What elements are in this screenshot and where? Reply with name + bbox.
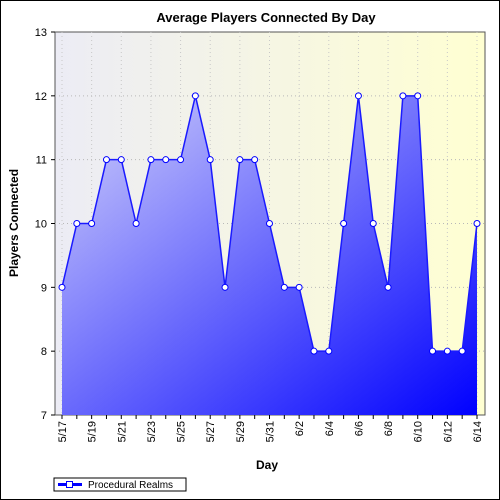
data-point-5-27 — [206, 156, 214, 164]
x-tick-label: 6/12 — [442, 421, 454, 442]
data-point-6-1 — [280, 283, 288, 291]
data-point-6-14 — [473, 220, 481, 227]
x-tick-label: 6/14 — [472, 421, 484, 442]
y-tick-label: 7 — [41, 410, 47, 422]
y-axis-ticks: 7 8 9 10 11 12 13 — [35, 27, 55, 422]
x-axis-ticks: 5/17 5/19 5/21 5/23 5/25 5/27 5/29 5/31 6/2 6/4 6/… — [57, 415, 484, 442]
data-point-5-22 — [132, 220, 140, 227]
data-point-6-5 — [340, 220, 348, 227]
x-tick-label: 5/27 — [205, 421, 217, 442]
data-point-6-12 — [443, 347, 451, 355]
x-tick-label: 6/10 — [413, 421, 425, 442]
data-point-6-2 — [295, 283, 303, 291]
data-point-6-9 — [399, 92, 407, 100]
x-tick-label: 6/8 — [383, 421, 395, 436]
legend-marker-swatch — [66, 481, 73, 488]
x-tick-label: 5/23 — [146, 421, 158, 442]
data-point-6-10 — [414, 92, 422, 100]
y-tick-label: 11 — [36, 155, 47, 167]
y-tick-label: 10 — [35, 219, 47, 231]
data-point-6-4 — [325, 347, 333, 355]
data-point-6-13 — [458, 347, 466, 355]
data-point-6-3 — [310, 347, 318, 355]
x-tick-label: 5/17 — [57, 421, 69, 442]
legend-box — [53, 477, 187, 492]
data-point-5-26 — [191, 92, 199, 100]
data-point-5-23 — [147, 156, 155, 164]
data-point-5-17 — [58, 283, 66, 291]
y-tick-label: 13 — [35, 27, 47, 39]
data-point-5-21 — [117, 156, 125, 164]
data-point-6-6 — [354, 92, 362, 100]
x-tick-label: 5/25 — [176, 421, 188, 442]
data-point-5-18 — [73, 220, 81, 227]
data-point-5-25 — [177, 156, 185, 164]
x-tick-label: 6/2 — [294, 421, 306, 436]
series-area-fill — [62, 95, 477, 415]
y-tick-label: 12 — [35, 91, 47, 103]
x-tick-label: 5/19 — [87, 421, 99, 442]
data-point-5-24 — [162, 156, 170, 164]
y-axis-title: Players Connected — [7, 169, 21, 277]
chart-title: Average Players Connected By Day — [156, 10, 376, 25]
data-point-5-19 — [88, 220, 96, 227]
data-point-6-8 — [384, 283, 392, 291]
y-tick-label: 8 — [41, 346, 47, 358]
legend: Procedural Realms — [53, 477, 187, 492]
x-tick-label: 5/31 — [265, 421, 277, 442]
data-point-5-20 — [102, 156, 110, 164]
legend-label: Procedural Realms — [88, 480, 173, 491]
data-point-6-11 — [429, 347, 437, 355]
x-tick-label: 5/21 — [116, 421, 128, 442]
data-point-5-29 — [236, 156, 244, 164]
y-tick-label: 9 — [41, 282, 47, 294]
x-tick-label: 6/6 — [353, 421, 365, 436]
data-point-5-28 — [221, 283, 229, 291]
x-axis-title: Day — [256, 458, 278, 472]
data-point-5-30 — [251, 156, 259, 164]
data-point-5-31 — [266, 220, 273, 227]
series-markers — [58, 92, 481, 355]
x-tick-label: 6/4 — [324, 421, 336, 436]
data-point-6-7 — [369, 220, 377, 227]
x-tick-label: 5/29 — [235, 421, 247, 442]
